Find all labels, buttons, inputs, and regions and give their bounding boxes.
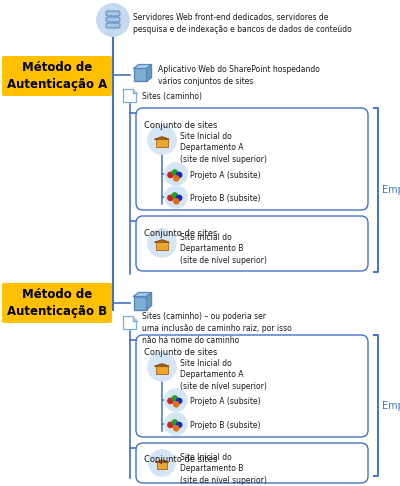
Text: Método de
Autenticação A: Método de Autenticação A — [7, 61, 107, 91]
Text: Empresa A: Empresa A — [382, 185, 400, 195]
Circle shape — [174, 176, 179, 181]
FancyBboxPatch shape — [156, 366, 168, 374]
FancyBboxPatch shape — [156, 242, 168, 250]
FancyBboxPatch shape — [136, 443, 368, 483]
Polygon shape — [134, 293, 152, 296]
FancyBboxPatch shape — [136, 108, 368, 210]
Polygon shape — [155, 364, 169, 366]
FancyBboxPatch shape — [157, 462, 167, 469]
Text: Projeto B (subsite): Projeto B (subsite) — [190, 194, 260, 203]
FancyBboxPatch shape — [106, 11, 120, 16]
Circle shape — [176, 173, 182, 177]
Circle shape — [165, 186, 187, 208]
FancyBboxPatch shape — [134, 69, 146, 82]
Polygon shape — [124, 89, 136, 103]
Text: Empresa B: Empresa B — [382, 400, 400, 411]
Circle shape — [168, 399, 173, 403]
Polygon shape — [155, 137, 169, 139]
Text: Sites (caminho): Sites (caminho) — [142, 92, 202, 101]
Text: Site Inicial do
Departamento B
(site de nível superior): Site Inicial do Departamento B (site de … — [180, 233, 267, 265]
Circle shape — [148, 126, 176, 154]
FancyBboxPatch shape — [134, 296, 146, 310]
Circle shape — [168, 195, 173, 201]
Circle shape — [172, 396, 177, 401]
Circle shape — [165, 389, 187, 411]
Polygon shape — [155, 240, 169, 242]
Text: Aplicativo Web do SharePoint hospedando
vários conjuntos de sites: Aplicativo Web do SharePoint hospedando … — [158, 65, 320, 86]
Circle shape — [148, 229, 176, 257]
Text: Conjunto de sites: Conjunto de sites — [144, 121, 217, 130]
FancyBboxPatch shape — [156, 139, 168, 147]
Polygon shape — [156, 460, 168, 462]
Polygon shape — [146, 293, 152, 310]
Polygon shape — [134, 65, 152, 69]
Text: Site Inicial do
Departamento A
(site de nível superior): Site Inicial do Departamento A (site de … — [180, 359, 267, 391]
Text: Conjunto de sites: Conjunto de sites — [144, 229, 217, 238]
Circle shape — [168, 173, 173, 177]
Circle shape — [174, 426, 179, 431]
Text: Site Inicial do
Departamento B
(site de nível superior): Site Inicial do Departamento B (site de … — [180, 453, 267, 485]
Circle shape — [97, 4, 129, 36]
FancyBboxPatch shape — [136, 216, 368, 271]
Polygon shape — [124, 316, 136, 330]
Polygon shape — [132, 316, 136, 320]
Text: Conjunto de sites: Conjunto de sites — [144, 348, 217, 357]
Circle shape — [148, 353, 176, 381]
Circle shape — [176, 399, 182, 403]
Circle shape — [168, 422, 173, 428]
Circle shape — [172, 170, 177, 175]
FancyBboxPatch shape — [2, 283, 112, 323]
Text: Projeto B (subsite): Projeto B (subsite) — [190, 421, 260, 430]
Polygon shape — [146, 65, 152, 82]
FancyBboxPatch shape — [106, 17, 120, 22]
FancyBboxPatch shape — [2, 56, 112, 96]
Circle shape — [176, 422, 182, 428]
Circle shape — [165, 413, 187, 435]
Circle shape — [176, 195, 182, 201]
Circle shape — [165, 163, 187, 185]
Polygon shape — [132, 89, 136, 93]
Circle shape — [174, 402, 179, 407]
Text: Conjunto de sites: Conjunto de sites — [144, 455, 217, 464]
Circle shape — [149, 450, 175, 476]
Text: Projeto A (subsite): Projeto A (subsite) — [190, 397, 261, 406]
Text: Servidores Web front-end dedicados, servidores de
pesquisa e de indexação e banc: Servidores Web front-end dedicados, serv… — [133, 13, 352, 34]
Text: Site Inicial do
Departamento A
(site de nível superior): Site Inicial do Departamento A (site de … — [180, 132, 267, 164]
Text: Sites (caminho) – ou poderia ser
uma inclusão de caminho raiz, por isso
não há n: Sites (caminho) – ou poderia ser uma inc… — [142, 312, 292, 345]
Circle shape — [174, 199, 179, 204]
FancyBboxPatch shape — [106, 23, 120, 28]
Circle shape — [172, 420, 177, 425]
FancyBboxPatch shape — [136, 335, 368, 437]
Circle shape — [172, 193, 177, 198]
Text: Método de
Autenticação B: Método de Autenticação B — [7, 288, 107, 318]
Text: Projeto A (subsite): Projeto A (subsite) — [190, 171, 261, 180]
